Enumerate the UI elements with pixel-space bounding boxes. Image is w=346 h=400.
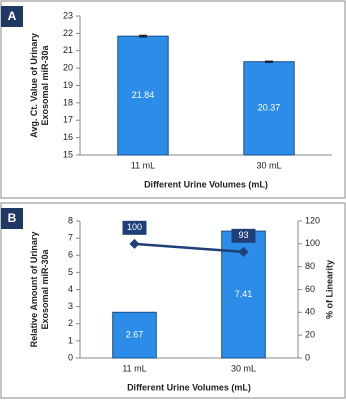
y-axis-title: Exosomal miR-30a (40, 248, 50, 329)
y-axis-title: Exosomal miR-30a (40, 44, 50, 125)
y-tick-label: 1 (68, 335, 73, 345)
y2-tick-label: 60 (305, 284, 315, 294)
line (134, 242, 244, 254)
y2-tick-label: 40 (305, 307, 315, 317)
y-tick-label: 19 (63, 80, 73, 90)
y-tick-label: 3 (68, 301, 73, 311)
y-tick-label: 15 (63, 149, 73, 159)
bar (117, 35, 169, 156)
y2-tick-label: 120 (305, 215, 320, 225)
y-axis-title: Relative Amount of Urinary (29, 232, 39, 348)
y2-tick-label: 20 (305, 330, 315, 340)
x-tick-label: 11 mL (131, 160, 155, 170)
y-tick-label: 0 (68, 352, 73, 362)
line-point (129, 238, 140, 249)
y-tick-label: 16 (63, 132, 73, 142)
x-axis-title: Different Urine Volumes (mL) (144, 179, 268, 189)
y-tick-label: 6 (68, 250, 73, 260)
y-tick-label: 4 (68, 284, 73, 294)
x-axis-title: Different Urine Volumes (mL) (127, 382, 251, 392)
y-tick-label: 5 (68, 267, 73, 277)
y-tick-label: 7 (68, 233, 73, 243)
bar (112, 311, 157, 359)
y-tick-label: 22 (63, 28, 73, 38)
x-tick-label: 11 mL (122, 363, 146, 373)
line-point (238, 246, 249, 257)
panel-letter-box (1, 6, 23, 27)
data-label-box (231, 228, 256, 243)
panel-frame (0, 202, 346, 399)
panel-frame (0, 0, 346, 199)
y-tick-label: 23 (63, 10, 73, 20)
x-tick-label: 30 mL (231, 363, 256, 373)
y-tick-label: 20 (63, 63, 73, 73)
data-label-box (122, 220, 147, 235)
bar (243, 61, 295, 156)
data-label: 20.37 (258, 103, 281, 113)
error-bar (265, 60, 273, 63)
data-label: 7.41 (235, 289, 253, 299)
y2-tick-label: 0 (305, 352, 310, 362)
x-tick-label: 30 mL (256, 160, 281, 170)
y-tick-label: 21 (63, 45, 73, 55)
y-axis-title: Avg. Ct. Value of Urinary (29, 33, 39, 138)
y-tick-label: 17 (63, 115, 73, 125)
y-tick-label: 8 (68, 215, 73, 225)
panel-letter: A (8, 9, 17, 23)
y-tick-label: 2 (68, 318, 73, 328)
y2-tick-label: 80 (305, 261, 315, 271)
error-bar (139, 34, 147, 38)
y-tick-label: 18 (63, 97, 73, 107)
y2-tick-label: 100 (305, 238, 320, 248)
y2-axis-title: % of Linearity (324, 260, 334, 319)
panel-letter-box (1, 208, 23, 229)
data-label: 93 (238, 230, 248, 240)
data-label: 2.67 (126, 330, 144, 340)
data-label: 21.84 (132, 90, 155, 100)
data-label: 100 (127, 222, 142, 232)
panel-letter: B (8, 211, 17, 225)
